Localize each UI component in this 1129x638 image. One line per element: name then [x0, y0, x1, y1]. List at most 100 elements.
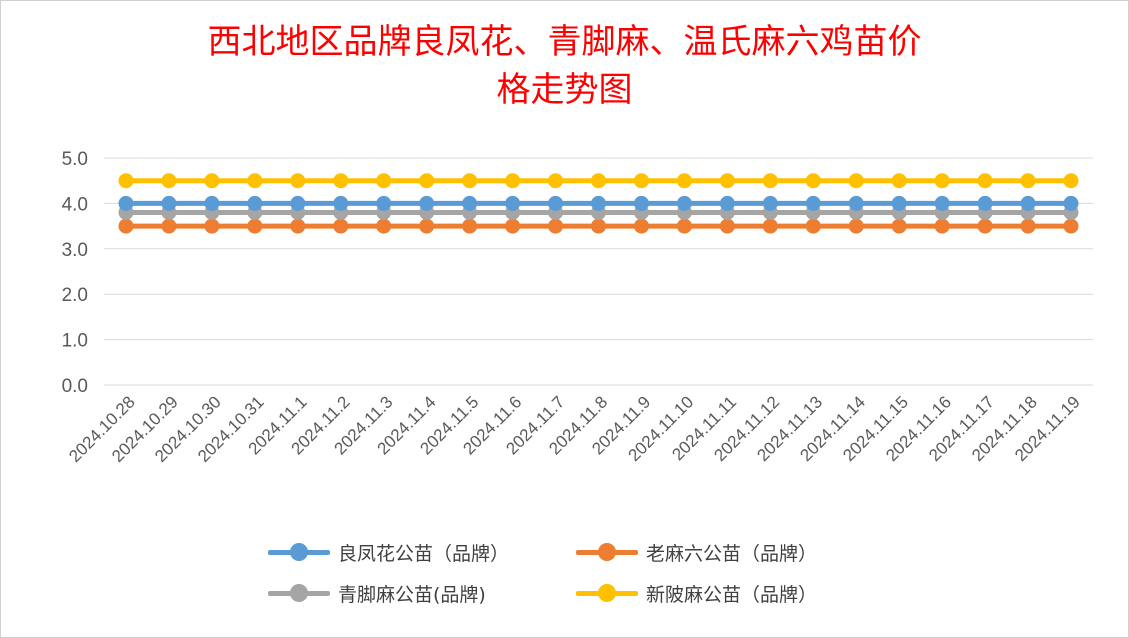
x-axis-ticks: 2024.10.282024.10.292024.10.302024.10.31…	[65, 392, 1084, 466]
data-point[interactable]	[161, 218, 177, 234]
legend-item-series-2[interactable]: 老麻六公苗（品牌）	[576, 535, 817, 569]
data-point[interactable]	[805, 173, 821, 189]
data-point[interactable]	[977, 218, 993, 234]
y-tick-label: 4.0	[62, 194, 88, 215]
data-point[interactable]	[1063, 173, 1079, 189]
data-point[interactable]	[462, 218, 478, 234]
gridlines	[104, 157, 1093, 386]
legend-item-series-3[interactable]: 青脚麻公苗(品牌)	[268, 576, 486, 610]
legend-item-series-4[interactable]: 新陂麻公苗（品牌）	[576, 576, 817, 610]
legend-label-series-1: 良凤花公苗（品牌）	[338, 542, 510, 565]
data-point[interactable]	[934, 173, 950, 189]
data-point[interactable]	[762, 173, 778, 189]
data-point[interactable]	[891, 195, 907, 211]
data-point[interactable]	[247, 173, 263, 189]
data-point[interactable]	[333, 173, 349, 189]
legend-item-series-1[interactable]: 良凤花公苗（品牌）	[268, 535, 509, 569]
data-point[interactable]	[376, 173, 392, 189]
legend-marker	[290, 543, 308, 561]
data-point[interactable]	[934, 195, 950, 211]
data-point[interactable]	[290, 218, 306, 234]
data-point[interactable]	[462, 195, 478, 211]
data-point[interactable]	[762, 218, 778, 234]
data-point[interactable]	[633, 195, 649, 211]
legend-label-series-2: 老麻六公苗（品牌）	[646, 542, 818, 565]
chart-title-line-2: 格走势图	[496, 70, 633, 110]
data-point[interactable]	[376, 195, 392, 211]
data-point[interactable]	[719, 218, 735, 234]
data-point[interactable]	[1063, 195, 1079, 211]
legend-swatch-series-2	[576, 542, 638, 562]
series-1	[118, 195, 1079, 211]
y-tick-label: 0.0	[62, 376, 88, 397]
chart-title-line-1: 西北地区品牌良凤花、青脚麻、温氏麻六鸡苗价	[207, 22, 922, 62]
data-point[interactable]	[591, 218, 606, 234]
data-point[interactable]	[204, 218, 220, 234]
data-point[interactable]	[505, 195, 521, 211]
y-tick-label: 1.0	[62, 331, 88, 352]
data-point[interactable]	[333, 195, 349, 211]
data-point[interactable]	[676, 218, 692, 234]
series-group	[118, 173, 1079, 234]
data-point[interactable]	[505, 218, 521, 234]
data-point[interactable]	[161, 195, 177, 211]
data-point[interactable]	[805, 218, 821, 234]
data-point[interactable]	[161, 173, 177, 189]
data-point[interactable]	[676, 173, 692, 189]
series-2	[118, 218, 1079, 234]
data-point[interactable]	[762, 195, 778, 211]
data-point[interactable]	[548, 195, 564, 211]
data-point[interactable]	[1020, 218, 1036, 234]
data-point[interactable]	[848, 195, 864, 211]
data-point[interactable]	[977, 195, 993, 211]
data-point[interactable]	[548, 173, 564, 189]
data-point[interactable]	[505, 173, 521, 189]
data-point[interactable]	[290, 195, 306, 211]
data-point[interactable]	[376, 218, 392, 234]
y-axis-ticks: 0.0 1.0 2.0 3.0 4.0 5.0	[62, 149, 88, 397]
data-point[interactable]	[805, 195, 821, 211]
data-point[interactable]	[548, 218, 564, 234]
data-point[interactable]	[204, 195, 220, 211]
data-point[interactable]	[118, 218, 134, 234]
data-point[interactable]	[891, 218, 907, 234]
data-point[interactable]	[290, 173, 306, 189]
legend-label-series-4: 新陂麻公苗（品牌）	[646, 583, 818, 606]
data-point[interactable]	[247, 218, 263, 234]
legend-marker	[290, 584, 308, 602]
data-point[interactable]	[719, 195, 735, 211]
data-point[interactable]	[848, 173, 864, 189]
data-point[interactable]	[891, 173, 907, 189]
data-point[interactable]	[633, 173, 649, 189]
data-point[interactable]	[419, 195, 435, 211]
data-point[interactable]	[719, 173, 735, 189]
data-point[interactable]	[462, 173, 478, 189]
series-4	[118, 173, 1079, 189]
data-point[interactable]	[591, 173, 606, 189]
data-point[interactable]	[934, 218, 950, 234]
data-point[interactable]	[1020, 173, 1036, 189]
legend-swatch-series-4	[576, 583, 638, 603]
y-tick-label: 2.0	[62, 285, 88, 306]
data-point[interactable]	[676, 195, 692, 211]
data-point[interactable]	[1063, 218, 1079, 234]
legend-label-series-3: 青脚麻公苗(品牌)	[338, 583, 486, 606]
data-point[interactable]	[419, 173, 435, 189]
legend-swatch-series-1	[268, 542, 330, 562]
data-point[interactable]	[633, 218, 649, 234]
data-point[interactable]	[1020, 195, 1036, 211]
data-point[interactable]	[118, 173, 134, 189]
y-tick-label: 3.0	[62, 240, 88, 261]
data-point[interactable]	[977, 173, 993, 189]
legend-marker	[598, 543, 616, 561]
data-point[interactable]	[204, 173, 220, 189]
data-point[interactable]	[247, 195, 263, 211]
data-point[interactable]	[591, 195, 606, 211]
data-point[interactable]	[419, 218, 435, 234]
data-point[interactable]	[333, 218, 349, 234]
legend-swatch-series-3	[268, 583, 330, 603]
data-point[interactable]	[118, 195, 134, 211]
data-point[interactable]	[848, 218, 864, 234]
